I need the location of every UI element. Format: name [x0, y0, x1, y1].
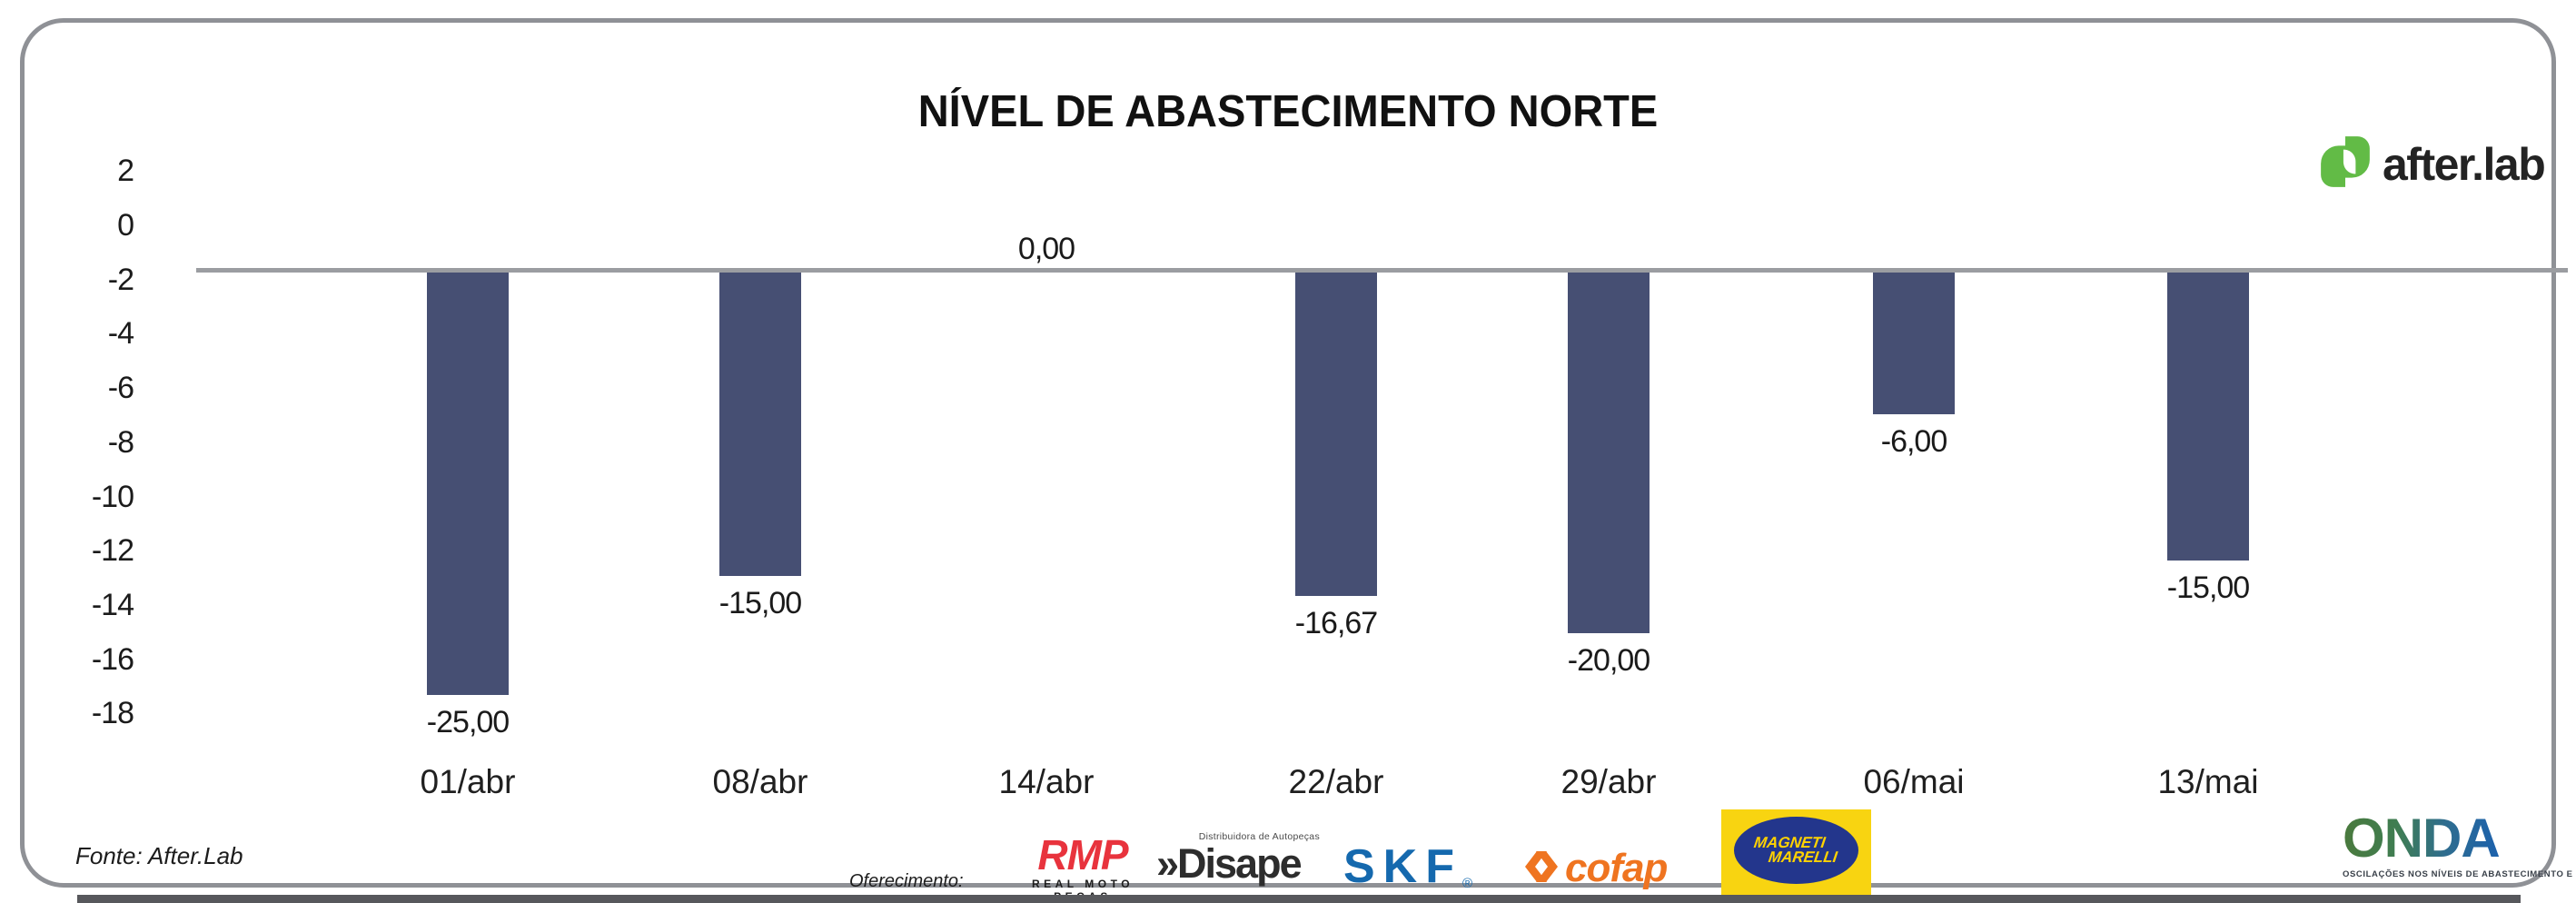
x-axis-label: 29/abr — [1560, 763, 1657, 800]
bar-value-label: -15,00 — [718, 586, 802, 620]
report-card: NÍVEL DE ABASTECIMENTO NORTE after.lab 2… — [20, 18, 2576, 903]
y-tick-label: -16 — [91, 641, 134, 677]
x-axis-label: 08/abr — [712, 763, 808, 800]
onda-wordmark: ONDA — [2343, 808, 2501, 868]
sponsor-prefix-label: Oferecimento: — [849, 871, 964, 891]
bar — [1873, 273, 1955, 414]
bar-value-label: -25,00 — [426, 705, 510, 739]
cofap-x-icon — [1523, 848, 1560, 889]
y-tick-label: -14 — [91, 587, 134, 622]
rmp-wordmark: RMP — [1037, 831, 1128, 878]
bar — [719, 273, 801, 576]
skf-wordmark: SKF — [1343, 840, 1462, 893]
sponsor-skf-logo: SKF® — [1343, 842, 1472, 891]
y-tick-label: -18 — [91, 696, 134, 731]
y-tick-label: 2 — [117, 154, 134, 189]
x-axis-label: 06/mai — [1863, 763, 1965, 800]
bar-value-label: 0,00 — [1017, 232, 1075, 266]
bar — [2167, 273, 2249, 561]
cofap-wordmark: cofap — [1565, 846, 1668, 890]
bar — [1568, 273, 1650, 633]
bar-value-label: -6,00 — [1880, 424, 1948, 459]
afterlab-logo: after.lab — [2317, 134, 2546, 194]
sponsor-rmp-logo: RMP REAL MOTO PEÇAS — [1015, 831, 1151, 903]
x-axis-label: 01/abr — [420, 763, 516, 800]
x-axis-label: 14/abr — [998, 763, 1095, 800]
x-axis-label: 22/abr — [1288, 763, 1384, 800]
bottom-edge-strip — [77, 895, 2521, 903]
y-tick-label: -8 — [107, 424, 134, 460]
sponsor-cofap-logo: cofap — [1523, 846, 1668, 891]
disape-chevrons: » — [1156, 840, 1179, 887]
y-tick-label: -6 — [107, 371, 134, 406]
sponsor-disape-logo: Distribuidora de Autopeças »Disape — [1156, 831, 1320, 886]
marelli-line: MARELLI — [1767, 848, 1838, 866]
chart-title: NÍVEL DE ABASTECIMENTO NORTE — [917, 87, 1659, 136]
sponsor-magneti-marelli-logo: MAGNETI MARELLI PARTS & SERVICES — [1721, 809, 1871, 903]
afterlab-wordmark: after.lab — [2383, 138, 2546, 190]
onda-tagline: OSCILAÇÕES NOS NÍVEIS DE ABASTECIMENTO E… — [2343, 869, 2576, 879]
y-tick-label: -12 — [91, 533, 134, 569]
disape-wordmark: »Disape — [1156, 840, 1303, 887]
bar — [1295, 273, 1377, 596]
magneti-marelli-oval: MAGNETI MARELLI — [1734, 817, 1858, 884]
bar-value-label: -16,67 — [1294, 606, 1378, 640]
x-axis-label: 13/mai — [2157, 763, 2259, 800]
skf-registered-mark: ® — [1462, 876, 1473, 891]
bar-value-label: -15,00 — [2166, 571, 2250, 605]
x-axis-line — [196, 268, 2568, 273]
bar-value-label: -20,00 — [1567, 643, 1650, 678]
y-tick-label: -4 — [107, 316, 134, 352]
afterlab-leaf-icon — [2317, 134, 2373, 194]
bar — [427, 273, 509, 695]
disape-tagline: Distribuidora de Autopeças — [1198, 831, 1320, 842]
source-note: Fonte: After.Lab — [75, 842, 243, 869]
y-tick-label: 0 — [117, 208, 134, 243]
onda-logo: ONDA OSCILAÇÕES NOS NÍVEIS DE ABASTECIME… — [2343, 808, 2576, 880]
y-tick-label: -2 — [107, 262, 134, 297]
y-tick-label: -10 — [91, 479, 134, 514]
